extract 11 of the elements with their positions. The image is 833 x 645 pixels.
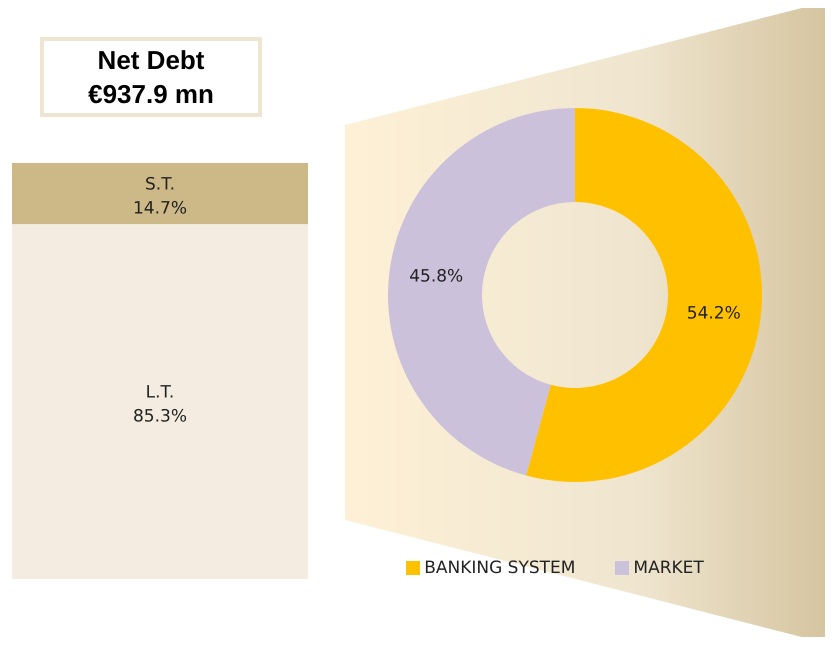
donut-slice <box>388 108 575 476</box>
legend-label: BANKING SYSTEM <box>424 558 576 578</box>
donut-slice <box>526 108 762 482</box>
data-label: 45.8% <box>409 266 464 287</box>
legend-label: MARKET <box>633 558 704 578</box>
data-label: 14.7% <box>132 198 188 219</box>
chart-title: Net Debt €937.9 mn <box>88 44 214 111</box>
data-label: 85.3% <box>132 406 188 427</box>
series-label: S.T. <box>145 174 175 195</box>
series-label: L.T. <box>146 382 174 403</box>
data-label: 54.2% <box>686 303 741 324</box>
